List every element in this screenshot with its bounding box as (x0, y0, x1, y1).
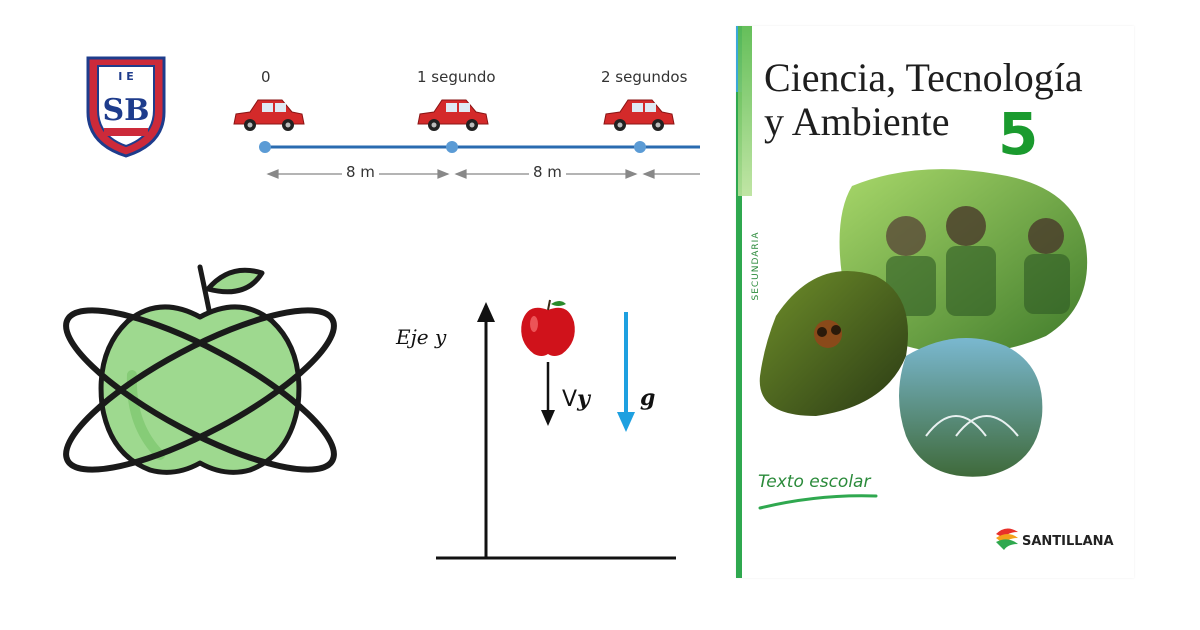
velocity-label: Vy (562, 386, 590, 412)
car-icon (233, 99, 305, 131)
distance-label-1: 8 m (342, 163, 379, 181)
car-icon (603, 99, 675, 131)
book-cover: SECUNDARIA Ciencia, Tecnología y Ambient… (736, 26, 1134, 578)
publisher-logo-icon (996, 528, 1018, 550)
school-monogram: SB (102, 93, 149, 128)
book-grade: 5 (998, 100, 1039, 168)
apple-atom-icon (63, 264, 337, 475)
book-subtitle: Texto escolar (758, 472, 871, 492)
book-title: Ciencia, Tecnología y Ambiente (764, 56, 1083, 144)
publisher-name: SANTILLANA (1022, 534, 1114, 549)
axis-label: Eje y (396, 325, 447, 349)
fall-diagram (436, 299, 676, 560)
velocity-label-sub: y (577, 386, 590, 412)
cover-photo-collage (759, 169, 1088, 477)
book-title-line1: Ciencia, Tecnología (764, 55, 1083, 100)
spine-bar (738, 26, 752, 196)
track-point (446, 141, 458, 153)
spine-strip (736, 26, 742, 578)
school-initials: I E (118, 70, 133, 83)
velocity-arrowhead (541, 410, 555, 426)
time-label-2: 2 segundos (601, 68, 688, 86)
gravity-arrowhead (617, 412, 635, 432)
axis-arrowhead (477, 302, 495, 322)
time-label-1: 1 segundo (417, 68, 496, 86)
distance-arrows (266, 169, 700, 179)
gravity-label: g (640, 385, 656, 411)
school-shield-icon: I E SB (86, 56, 166, 158)
time-label-0: 0 (261, 68, 271, 86)
track-point (634, 141, 646, 153)
book-title-line2: y Ambiente (764, 99, 950, 144)
apple-icon (521, 299, 575, 356)
velocity-label-v: V (562, 387, 578, 412)
school-logo: I E SB (82, 52, 170, 160)
subtitle-swoosh (758, 494, 878, 510)
motion-diagram (233, 99, 700, 179)
car-icon (417, 99, 489, 131)
distance-label-2: 8 m (529, 163, 566, 181)
track-point (259, 141, 271, 153)
